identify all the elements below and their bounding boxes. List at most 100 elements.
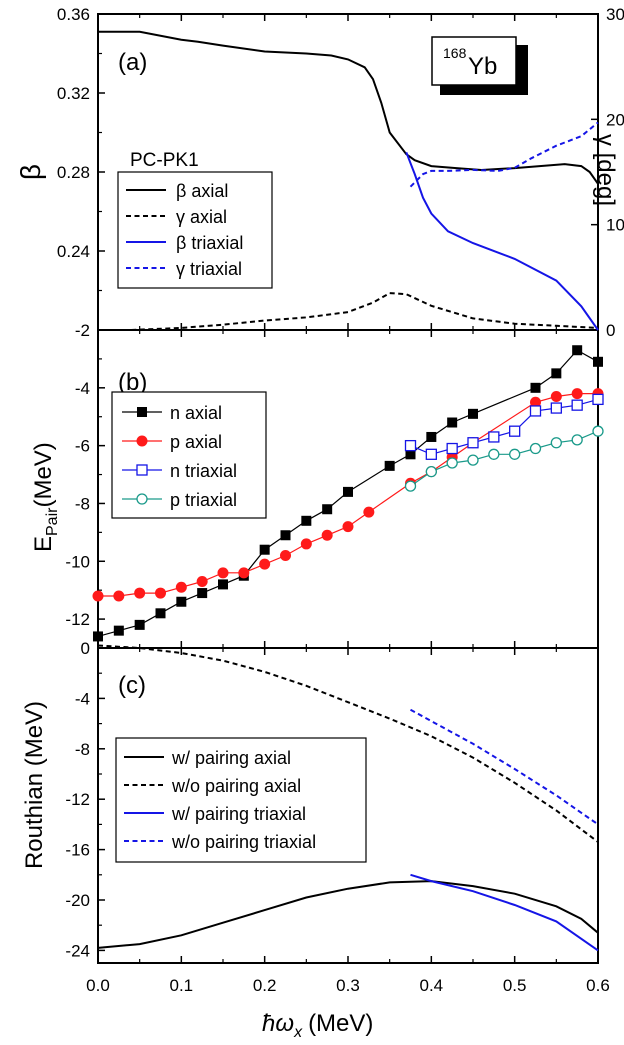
data-point-b-0 bbox=[113, 625, 124, 636]
data-point-b-1 bbox=[571, 388, 583, 400]
data-point-b-2 bbox=[592, 393, 604, 406]
data-point-b-3 bbox=[550, 437, 562, 449]
data-point-b-0 bbox=[468, 408, 478, 419]
xlabel: ħωx (MeV) bbox=[262, 1010, 373, 1041]
legend-b-label: p axial bbox=[170, 432, 222, 452]
data-point-b-3 bbox=[467, 454, 479, 466]
panel-c-y-tick-label: -20 bbox=[65, 891, 90, 910]
data-point-b-0 bbox=[93, 631, 103, 642]
data-point-b-2 bbox=[509, 425, 521, 437]
data-point-b-2 bbox=[529, 405, 542, 417]
data-point-b-3 bbox=[509, 448, 521, 460]
panel-c-y-tick-label: -4 bbox=[75, 689, 90, 708]
series-line-a-3 bbox=[409, 121, 599, 188]
data-point-b-0 bbox=[155, 608, 166, 619]
data-point-b-1 bbox=[321, 529, 333, 541]
legend-a-label: β axial bbox=[176, 181, 228, 201]
legend-b-marker bbox=[137, 407, 147, 417]
data-point-b-1 bbox=[280, 549, 291, 561]
legend-c-label: w/ pairing axial bbox=[171, 748, 291, 768]
ylabel-epair-main: E bbox=[30, 536, 57, 552]
panel-c-y-tick-label: -16 bbox=[65, 841, 90, 860]
series-line-b-2 bbox=[410, 398, 599, 455]
panel-b-y-tick-label: -4 bbox=[75, 379, 90, 398]
legend-c-box bbox=[115, 737, 367, 863]
panel-a-y-tick-label: 0.36 bbox=[57, 5, 90, 24]
data-point-b-0 bbox=[259, 544, 270, 555]
x-tick-label: 0.0 bbox=[86, 976, 110, 995]
data-point-b-0 bbox=[593, 356, 603, 367]
data-point-b-1 bbox=[238, 567, 250, 579]
data-point-b-1 bbox=[217, 567, 229, 579]
xlabel-sub: x bbox=[293, 1024, 303, 1041]
x-tick-label: 0.1 bbox=[170, 976, 194, 995]
x-tick-label: 0.3 bbox=[336, 976, 360, 995]
data-point-b-1 bbox=[175, 581, 187, 593]
data-point-b-1 bbox=[550, 390, 562, 402]
panel-a-y-tick-label: 0.24 bbox=[57, 242, 90, 261]
panel-a-label: (a) bbox=[118, 49, 147, 76]
panel-a-y-tick-label: 0.32 bbox=[57, 84, 90, 103]
x-tick-label: 0.5 bbox=[503, 976, 527, 995]
data-point-b-0 bbox=[301, 515, 312, 526]
data-point-b-3 bbox=[446, 457, 458, 469]
data-point-b-1 bbox=[259, 558, 271, 570]
panel-c-y-tick-label: -8 bbox=[75, 740, 90, 759]
series-line-a-0 bbox=[98, 30, 599, 185]
panel-c-y-tick-label: -24 bbox=[65, 941, 90, 960]
ylabel-routhian: Routhian (MeV) bbox=[21, 701, 48, 869]
data-point-b-1 bbox=[363, 506, 375, 518]
data-point-b-2 bbox=[550, 402, 562, 414]
xlabel-unit: (MeV) bbox=[308, 1010, 373, 1037]
data-point-b-0 bbox=[384, 460, 395, 471]
ylabel-epair-sub: Pair bbox=[44, 507, 61, 536]
panel-c-y-tick-label: -12 bbox=[65, 790, 90, 809]
ylabel-beta: β bbox=[15, 164, 46, 180]
data-point-b-1 bbox=[342, 521, 354, 533]
data-point-b-0 bbox=[343, 486, 353, 497]
series-line-c-2 bbox=[410, 873, 599, 952]
data-point-b-3 bbox=[425, 466, 437, 478]
legend-a-label: γ axial bbox=[176, 207, 227, 227]
data-point-b-3 bbox=[571, 434, 583, 446]
data-point-b-0 bbox=[426, 431, 437, 442]
x-tick-label: 0.2 bbox=[253, 976, 277, 995]
legend-b-marker bbox=[136, 435, 148, 447]
data-point-b-0 bbox=[197, 588, 208, 599]
data-point-b-0 bbox=[322, 504, 333, 515]
series-line-b-0 bbox=[97, 349, 599, 637]
nucleus-mass: 168 bbox=[443, 45, 467, 61]
x-tick-label: 0.4 bbox=[420, 976, 444, 995]
data-point-b-3 bbox=[488, 448, 500, 460]
legend-c-label: w/o pairing triaxial bbox=[171, 832, 316, 852]
x-tick-label: 0.6 bbox=[586, 976, 610, 995]
data-point-b-0 bbox=[551, 368, 562, 379]
ylabel-epair: EPair(MeV) bbox=[30, 442, 61, 552]
xlabel-hbar: ħ bbox=[262, 1010, 275, 1037]
legend-b-label: n triaxial bbox=[170, 461, 237, 481]
data-point-b-0 bbox=[447, 417, 458, 428]
nucleus-badge: 168 Yb bbox=[431, 36, 528, 95]
data-point-b-2 bbox=[488, 431, 500, 443]
series-line-a-2 bbox=[405, 151, 599, 331]
data-point-b-2 bbox=[571, 399, 583, 411]
data-point-b-0 bbox=[572, 345, 583, 356]
data-point-b-3 bbox=[404, 480, 417, 492]
panel-b-y-tick-label: -2 bbox=[75, 321, 90, 340]
legend-a-label: β triaxial bbox=[176, 233, 243, 253]
data-point-b-1 bbox=[196, 576, 208, 588]
data-point-b-0 bbox=[405, 449, 416, 460]
panel-b-y-tick-label: -10 bbox=[65, 552, 90, 571]
panel-c-label: (c) bbox=[118, 672, 146, 699]
legend-c-label: w/o pairing axial bbox=[171, 776, 301, 796]
panel-c-y-tick-label: 0 bbox=[81, 639, 90, 658]
panel-b-y-tick-label: -8 bbox=[75, 494, 90, 513]
panel-a-y2-tick-label: 0 bbox=[606, 321, 615, 340]
data-point-b-1 bbox=[300, 538, 312, 550]
data-point-b-2 bbox=[404, 439, 417, 452]
data-point-b-0 bbox=[134, 619, 145, 630]
series-line-b-1 bbox=[98, 393, 598, 597]
series-line-c-3 bbox=[410, 708, 599, 826]
svg-text:EPair(MeV): EPair(MeV) bbox=[30, 442, 61, 552]
data-point-b-3 bbox=[592, 425, 604, 437]
